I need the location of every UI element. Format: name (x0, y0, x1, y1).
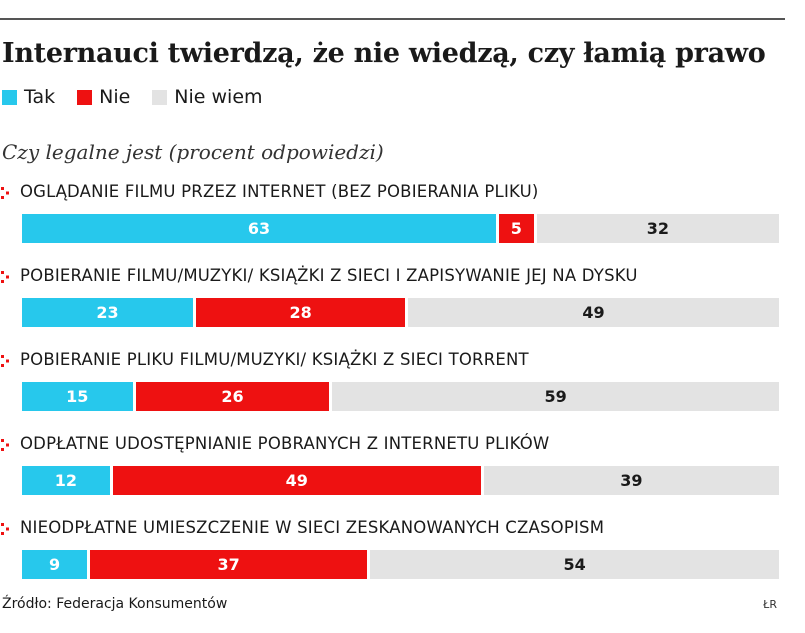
data-label: 37 (217, 555, 240, 574)
bar-segment-nie: 26 (135, 382, 333, 411)
data-label: 5 (510, 219, 522, 238)
bar-segment-niewiem: 54 (370, 550, 779, 579)
data-label: 39 (620, 471, 643, 490)
bracket-marker-icon (1, 187, 9, 199)
author-credit: ŁR (763, 598, 777, 611)
bar-segment-tak: 23 (22, 298, 197, 327)
bar-segment-niewiem: 32 (536, 214, 779, 243)
category-label: NIEODPŁATNE UMIESZCZENIE W SIECI ZESKANO… (20, 518, 605, 537)
bar-segment-niewiem: 49 (408, 298, 779, 327)
bar-segment-nie: 49 (112, 466, 484, 495)
data-label: 28 (289, 303, 312, 322)
data-label: 49 (582, 303, 605, 322)
stacked-bar: 9 37 54 (22, 550, 779, 579)
data-label: 23 (96, 303, 119, 322)
legend-swatch-nie (77, 89, 93, 105)
bar-row: OGLĄDANIE FILMU PRZEZ INTERNET (BEZ POBI… (0, 182, 805, 266)
bar-rows: OGLĄDANIE FILMU PRZEZ INTERNET (BEZ POBI… (0, 182, 805, 602)
data-label: 59 (544, 387, 567, 406)
data-label: 32 (646, 219, 669, 238)
bar-segment-nie: 5 (498, 214, 537, 243)
bar-segment-nie: 28 (196, 298, 409, 327)
bar-segment-nie: 37 (90, 550, 371, 579)
legend-item-nie: Nie (77, 86, 130, 108)
legend-item-tak: Tak (2, 86, 55, 108)
bar-row: POBIERANIE PLIKU FILMU/MUZYKI/ KSIĄŻKI Z… (0, 350, 805, 434)
data-label: 63 (247, 219, 271, 238)
legend-label-tak: Tak (24, 86, 56, 108)
stacked-bar: 63 5 32 (22, 214, 779, 243)
chart-subtitle: Czy legalne jest (procent odpowiedzi) (2, 140, 384, 164)
chart-title: Internauci twierdzą, że nie wiedzą, czy … (2, 38, 766, 69)
bar-segment-tak: 15 (22, 382, 136, 411)
category-label: OGLĄDANIE FILMU PRZEZ INTERNET (BEZ POBI… (20, 182, 539, 201)
bar-row: NIEODPŁATNE UMIESZCZENIE W SIECI ZESKANO… (0, 518, 805, 602)
bar-segment-tak: 9 (22, 550, 91, 579)
bracket-marker-icon (1, 523, 9, 535)
legend-item-nie-wiem: Nie wiem (152, 86, 263, 108)
bar-segment-tak: 63 (22, 214, 499, 243)
legend-label-nie-wiem: Nie wiem (174, 86, 263, 108)
category-label: POBIERANIE FILMU/MUZYKI/ KSIĄŻKI Z SIECI… (20, 266, 638, 285)
stacked-bar: 15 26 59 (22, 382, 779, 411)
data-label: 9 (48, 555, 61, 574)
source-note: Źródło: Federacja Konsumentów (2, 596, 228, 612)
bar-segment-niewiem: 59 (332, 382, 779, 411)
data-label: 12 (54, 471, 78, 490)
legend-swatch-nie-wiem (152, 89, 168, 105)
category-label: POBIERANIE PLIKU FILMU/MUZYKI/ KSIĄŻKI Z… (20, 350, 529, 369)
legend-swatch-tak (2, 89, 17, 105)
legend-label-nie: Nie (99, 86, 131, 108)
data-label: 54 (563, 555, 586, 574)
data-label: 15 (66, 387, 89, 406)
bracket-marker-icon (1, 439, 9, 451)
bar-row: POBIERANIE FILMU/MUZYKI/ KSIĄŻKI Z SIECI… (0, 266, 805, 350)
category-label: ODPŁATNE UDOSTĘPNIANIE POBRANYCH Z INTER… (20, 434, 550, 453)
bracket-marker-icon (1, 271, 9, 283)
bar-segment-niewiem: 39 (483, 466, 779, 495)
legend: Tak Nie Nie wiem (2, 86, 285, 108)
data-label: 49 (285, 471, 308, 490)
data-label: 26 (221, 387, 244, 406)
stacked-bar: 12 49 39 (22, 466, 779, 495)
bracket-marker-icon (1, 355, 9, 367)
top-rule (0, 18, 785, 20)
stacked-bar: 23 28 49 (22, 298, 779, 327)
bar-row: ODPŁATNE UDOSTĘPNIANIE POBRANYCH Z INTER… (0, 434, 805, 518)
bar-segment-tak: 12 (22, 466, 113, 495)
